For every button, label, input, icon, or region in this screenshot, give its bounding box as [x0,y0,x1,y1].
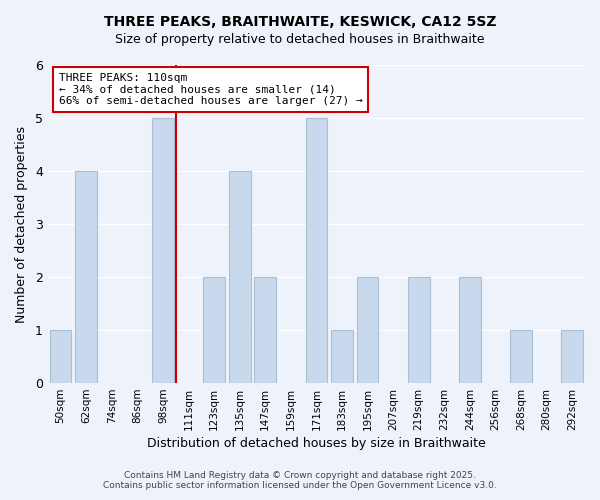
Bar [408,277,430,383]
Bar [152,118,174,383]
Text: THREE PEAKS: 110sqm
← 34% of detached houses are smaller (14)
66% of semi-detach: THREE PEAKS: 110sqm ← 34% of detached ho… [59,73,362,106]
Bar [203,277,225,383]
Bar [305,118,327,383]
Y-axis label: Number of detached properties: Number of detached properties [15,126,28,322]
Bar [510,330,532,383]
X-axis label: Distribution of detached houses by size in Braithwaite: Distribution of detached houses by size … [147,437,486,450]
Text: THREE PEAKS, BRAITHWAITE, KESWICK, CA12 5SZ: THREE PEAKS, BRAITHWAITE, KESWICK, CA12 … [104,15,496,29]
Text: Contains HM Land Registry data © Crown copyright and database right 2025.
Contai: Contains HM Land Registry data © Crown c… [103,470,497,490]
Bar [331,330,353,383]
Bar [229,171,251,383]
Text: Size of property relative to detached houses in Braithwaite: Size of property relative to detached ho… [115,32,485,46]
Bar [562,330,583,383]
Bar [356,277,379,383]
Bar [76,171,97,383]
Bar [50,330,71,383]
Bar [459,277,481,383]
Bar [254,277,276,383]
